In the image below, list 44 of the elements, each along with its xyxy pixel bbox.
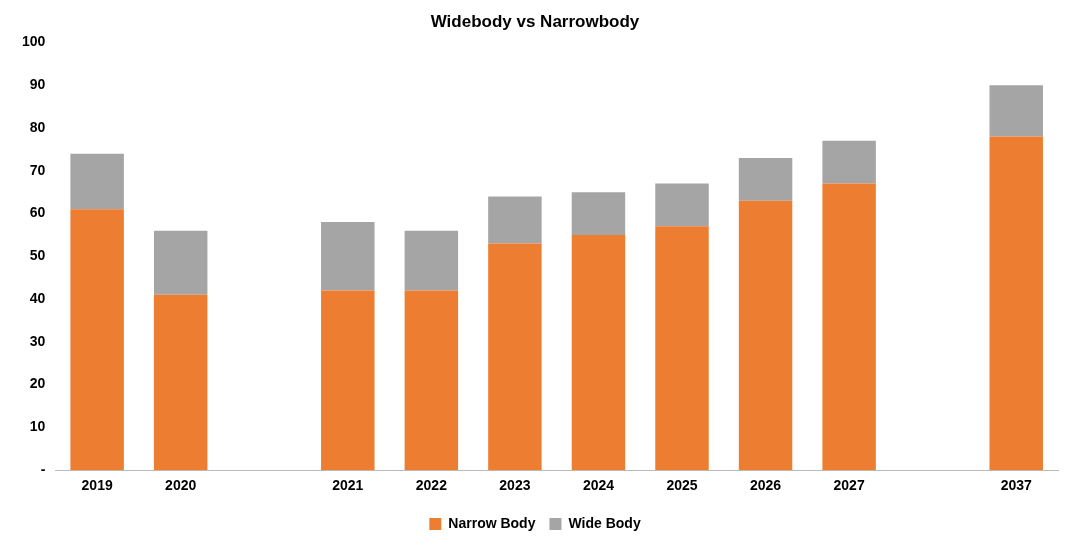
x-tick-label: 2020 bbox=[165, 477, 197, 494]
bar bbox=[404, 230, 459, 291]
y-tick-label: - bbox=[40, 461, 46, 478]
bar bbox=[738, 157, 793, 201]
bar bbox=[655, 183, 709, 227]
bar bbox=[822, 183, 876, 471]
y-tick-label: 80 bbox=[29, 118, 46, 135]
x-tick-label: 2019 bbox=[81, 477, 113, 494]
x-tick-label: 2022 bbox=[415, 477, 448, 494]
bar bbox=[488, 243, 542, 471]
x-tick-label: 2025 bbox=[666, 477, 698, 494]
y-tick-label: 90 bbox=[29, 76, 46, 93]
bar bbox=[822, 140, 876, 184]
bar bbox=[321, 222, 375, 291]
bar bbox=[989, 85, 1043, 137]
bar bbox=[70, 153, 124, 210]
bar bbox=[989, 136, 1043, 471]
y-tick-label: 100 bbox=[22, 33, 46, 50]
legend-label: Narrow Body bbox=[448, 514, 536, 531]
y-tick-label: 20 bbox=[29, 375, 46, 392]
y-tick-label: 70 bbox=[29, 161, 46, 178]
x-tick-label: 2021 bbox=[332, 477, 364, 494]
y-tick-label: 30 bbox=[29, 332, 46, 349]
x-tick-label: 2027 bbox=[833, 477, 865, 494]
bar bbox=[321, 290, 375, 471]
bar bbox=[488, 196, 542, 244]
y-tick-label: 50 bbox=[29, 247, 46, 264]
y-tick-label: 40 bbox=[29, 289, 46, 306]
y-tick-label: 10 bbox=[29, 418, 46, 435]
bar bbox=[153, 230, 208, 295]
bar bbox=[404, 290, 459, 471]
bar bbox=[571, 234, 626, 471]
bar bbox=[70, 209, 124, 471]
legend-label: Wide Body bbox=[568, 514, 641, 531]
x-tick-label: 2026 bbox=[749, 477, 782, 494]
y-tick-label: 60 bbox=[29, 204, 46, 221]
x-tick-label: 2024 bbox=[582, 477, 615, 494]
x-tick-label: 2023 bbox=[499, 477, 531, 494]
bar bbox=[153, 294, 208, 471]
bar bbox=[655, 226, 709, 471]
bar bbox=[738, 200, 793, 471]
bar bbox=[571, 192, 626, 235]
x-tick-label: 2037 bbox=[1000, 477, 1032, 494]
chart-title: Widebody vs Narrowbody bbox=[430, 11, 640, 31]
